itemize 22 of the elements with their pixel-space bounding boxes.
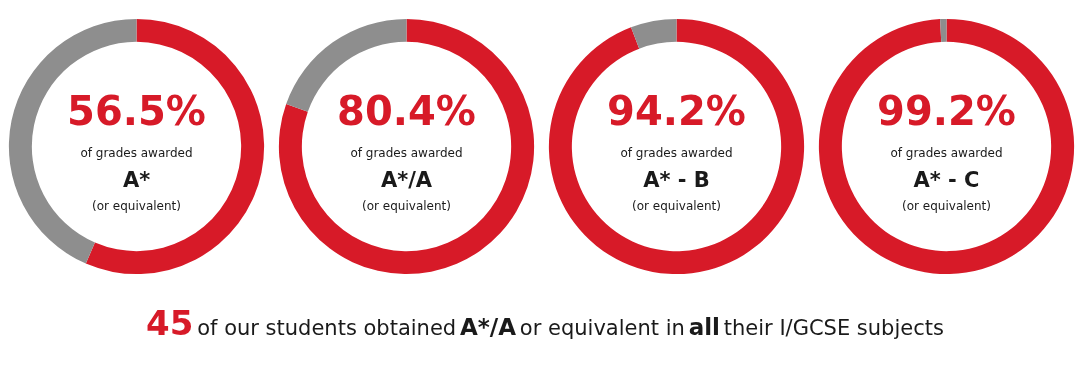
data-label: 99.2% xyxy=(877,87,1016,134)
text: A* - C xyxy=(913,167,980,192)
text: A* - B xyxy=(643,167,710,192)
text: A*/A xyxy=(460,314,517,340)
text: of grades awarded xyxy=(620,145,733,160)
text: their I/GCSE subjects xyxy=(723,316,944,340)
text: 45 xyxy=(146,303,194,343)
text: (or equivalent) xyxy=(902,199,991,214)
text: of grades awarded xyxy=(80,145,193,160)
text: A* xyxy=(122,167,151,192)
data-label: 80.4% xyxy=(337,87,476,134)
text: of grades awarded xyxy=(890,145,1003,160)
data-label: 56.5% xyxy=(67,87,206,134)
text: all xyxy=(688,314,720,340)
text: (or equivalent) xyxy=(362,199,451,214)
data-label: 94.2% xyxy=(607,87,746,134)
text: (or equivalent) xyxy=(632,199,721,214)
text: A*/A xyxy=(380,167,433,192)
text: or equivalent in xyxy=(519,316,685,340)
text: of our students obtained xyxy=(197,316,457,340)
text: (or equivalent) xyxy=(92,199,181,214)
text: of grades awarded xyxy=(350,145,463,160)
